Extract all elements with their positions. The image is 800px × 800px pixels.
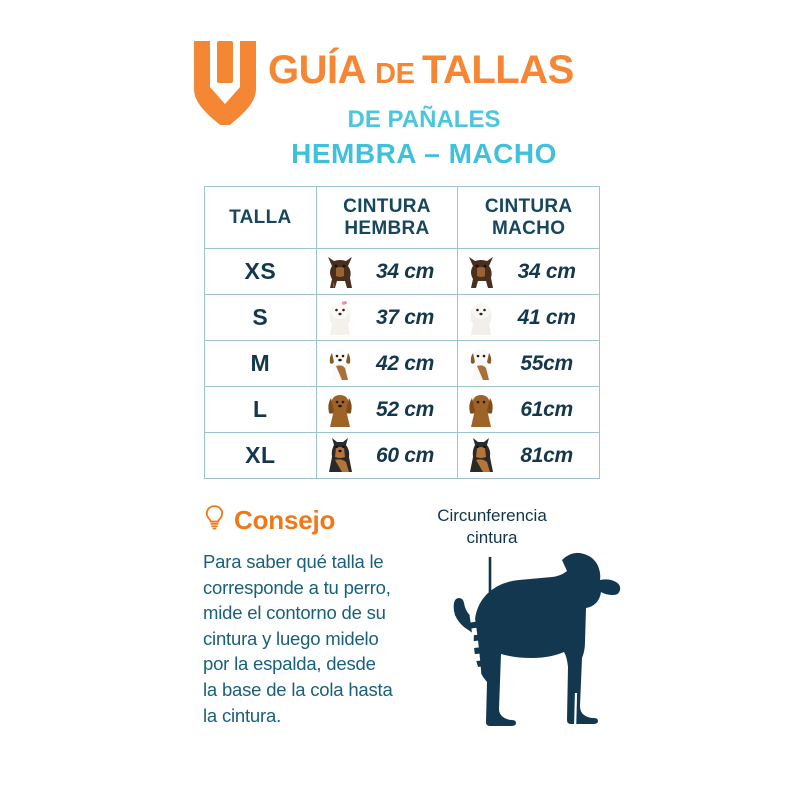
spaniel-icon: [464, 390, 498, 430]
chihuahua-icon: [323, 252, 357, 292]
table-header-row: TALLA CINTURA HEMBRA CINTURA MACHO: [204, 186, 600, 249]
table-body: XS 34 cm: [204, 248, 600, 479]
cell-female: 34 cm: [315, 248, 459, 295]
measurement-value: 41 cm: [517, 305, 576, 329]
cell-male: 55cm: [457, 340, 600, 387]
cell-female: 42 cm: [315, 340, 459, 387]
table-row: XS 34 cm: [204, 248, 600, 295]
header-line-1: CINTURA: [484, 196, 573, 218]
annotation-line-2: cintura: [466, 528, 518, 547]
column-header-cintura-hembra: CINTURA HEMBRA: [315, 186, 459, 249]
header-line-2: HEMBRA: [344, 217, 430, 239]
measurement-value: 81cm: [520, 443, 573, 467]
measurement-value: 52 cm: [375, 397, 434, 421]
cell-male: 61cm: [457, 386, 600, 433]
measurement-value: 42 cm: [375, 351, 434, 375]
header-line-2: MACHO: [492, 217, 566, 239]
cell-female: 37 cm: [315, 294, 459, 341]
title-guia: GUÍA: [268, 48, 376, 92]
maltese-icon: [464, 298, 498, 338]
spaniel-icon: [323, 390, 357, 430]
measurement-value: 55cm: [520, 351, 573, 375]
advice-body-text: Para saber qué talla le corresponde a tu…: [203, 551, 393, 726]
leg-crease: [573, 692, 578, 732]
table-row: L 52 cm: [204, 386, 600, 433]
cell-female: 52 cm: [315, 386, 459, 433]
page-title: GUÍA DE TALLAS: [268, 48, 574, 93]
lightbulb-icon: [204, 504, 225, 536]
measurement-value: 37 cm: [375, 305, 434, 329]
cell-size: M: [204, 340, 317, 387]
beagle-icon: [323, 344, 357, 384]
header: GUÍA DE TALLAS DE PAÑALES HEMBRA – MACHO: [0, 34, 800, 174]
cell-male: 41 cm: [457, 294, 600, 341]
shepherd-icon: [464, 436, 498, 476]
header-line-1: CINTURA: [343, 196, 431, 218]
measurement-value: 61cm: [520, 397, 573, 421]
shepherd-icon: [323, 436, 357, 476]
advice-heading: Consejo: [204, 504, 335, 536]
cell-male: 34 cm: [457, 248, 600, 295]
diagram-annotation: Circunferencia cintura: [412, 505, 572, 549]
measurement-value: 60 cm: [375, 443, 434, 467]
cell-female: 60 cm: [315, 432, 459, 479]
dog-silhouette: [453, 552, 621, 726]
column-header-talla: TALLA: [204, 186, 317, 249]
maltese-icon: [323, 298, 357, 338]
advice-title: Consejo: [234, 504, 336, 535]
dashed-waist-line: [469, 614, 482, 678]
shield-trident-logo-icon: [192, 39, 258, 129]
measurement-value: 34 cm: [517, 259, 576, 283]
title-de: DE: [375, 58, 422, 90]
cell-size: S: [204, 294, 317, 341]
annotation-line-1: Circunferencia: [437, 506, 547, 525]
column-header-cintura-macho: CINTURA MACHO: [457, 186, 600, 249]
table-row: XL 60 cm: [204, 432, 600, 479]
dog-measurement-diagram: Circunferencia cintura: [380, 505, 640, 795]
title-tallas: TALLAS: [421, 48, 574, 92]
table-row: S 37 cm: [204, 294, 600, 341]
chihuahua-icon: [464, 252, 498, 292]
cell-male: 81cm: [457, 432, 600, 479]
table-row: M 42 cm: [204, 340, 600, 387]
size-table: TALLA CINTURA HEMBRA CINTURA MACHO XS: [204, 186, 600, 479]
subtitle-hembra-macho: HEMBRA – MACHO: [291, 138, 557, 169]
beagle-icon: [464, 344, 498, 384]
cell-size: XS: [204, 248, 317, 295]
cell-size: XL: [204, 432, 317, 479]
subtitle-de-panales: DE PAÑALES: [347, 106, 501, 133]
cell-size: L: [204, 386, 317, 433]
measurement-value: 34 cm: [375, 259, 434, 283]
